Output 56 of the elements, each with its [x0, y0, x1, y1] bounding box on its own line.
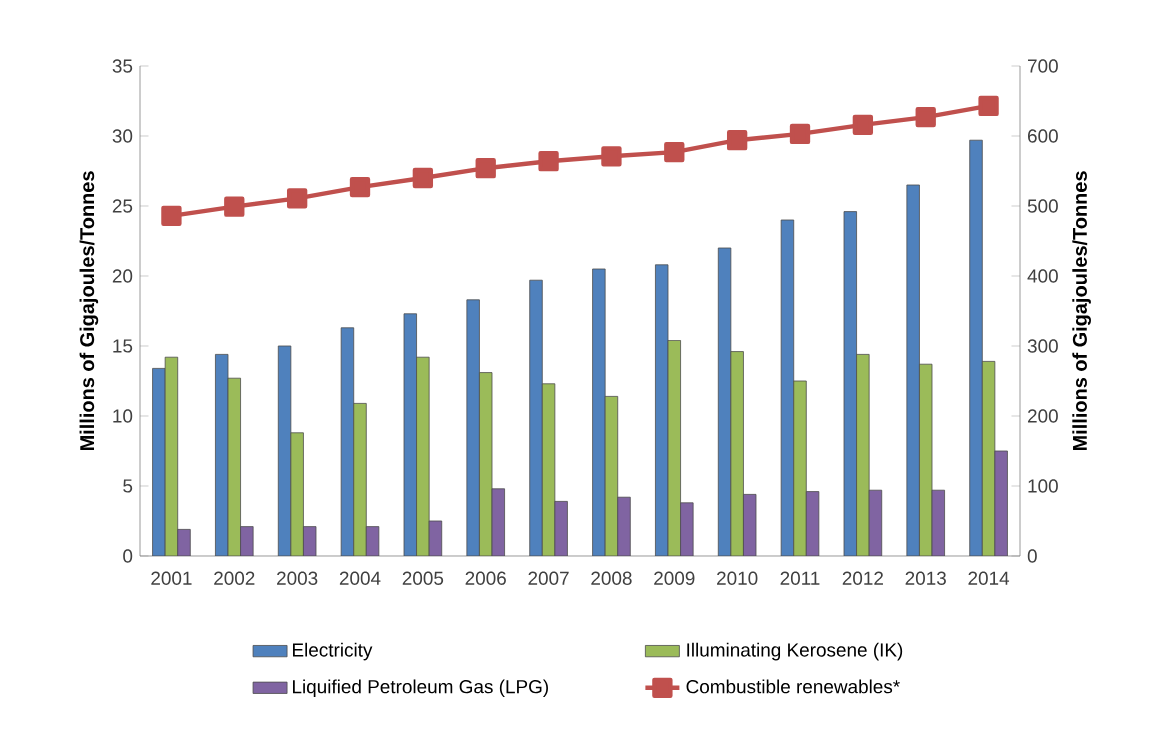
point	[412, 167, 434, 189]
bar	[529, 279, 543, 556]
point	[224, 196, 245, 217]
x-tick-label: 2001	[151, 571, 192, 585]
bar	[793, 380, 807, 556]
y-tick-label: 15	[113, 339, 133, 353]
point	[349, 176, 371, 198]
x-tick-label: 2014	[968, 571, 1010, 585]
point	[789, 123, 811, 145]
legend-label: Liquified Petroleum Gas (LPG)	[293, 679, 548, 698]
x-tick-label: 2008	[591, 571, 632, 585]
bar	[969, 139, 983, 556]
point	[538, 151, 559, 172]
x-tick-label: 2002	[214, 571, 255, 585]
y2-axis-title: Millions of Gigajoules/Tonnes	[1072, 171, 1091, 451]
y-tick-label: 10	[113, 409, 133, 423]
legend-label: Illuminating Kerosene (IK)	[687, 642, 903, 661]
bar	[353, 403, 367, 556]
x-tick-label: 2012	[842, 571, 883, 585]
y-axis-title: Millions of Gigajoules/Tonnes	[79, 171, 99, 451]
y2-tick-label: 700	[1028, 59, 1058, 73]
y-tick-label: 25	[112, 199, 133, 213]
x-tick-label: 2011	[780, 571, 820, 585]
point	[475, 158, 496, 179]
point	[915, 106, 936, 128]
point	[601, 146, 622, 167]
y-tick-label: 30	[112, 129, 133, 143]
y2-tick-label: 600	[1028, 129, 1058, 143]
point	[978, 95, 999, 117]
x-tick-label: 2006	[465, 571, 506, 585]
point	[286, 188, 308, 209]
y-tick-label: 5	[123, 479, 133, 493]
bar	[177, 529, 191, 556]
point	[664, 141, 685, 163]
x-tick-label: 2003	[277, 571, 318, 585]
x-tick-label: 2004	[339, 571, 381, 585]
y-tick-label: 35	[112, 59, 133, 73]
legend-label: Combustible renewables*	[686, 679, 900, 694]
y-tick-label: 20	[112, 269, 133, 283]
point	[726, 130, 748, 151]
bar	[617, 496, 631, 556]
legend-label: Electricity	[293, 642, 373, 661]
point	[852, 114, 874, 135]
y2-tick-label: 100	[1028, 479, 1058, 493]
x-tick-label: 2009	[654, 571, 695, 585]
y2-tick-label: 300	[1027, 339, 1058, 353]
x-tick-label: 2013	[905, 571, 946, 585]
y2-tick-label: 500	[1027, 199, 1058, 213]
y-tick-label: 0	[123, 549, 133, 563]
x-tick-label: 2007	[528, 571, 569, 585]
x-tick-label: 2005	[402, 571, 444, 585]
y2-tick-label: 0	[1027, 549, 1037, 563]
x-tick-label: 2010	[717, 571, 758, 585]
point	[161, 205, 182, 226]
y2-tick-label: 400	[1027, 269, 1058, 283]
y2-tick-label: 200	[1027, 409, 1058, 423]
